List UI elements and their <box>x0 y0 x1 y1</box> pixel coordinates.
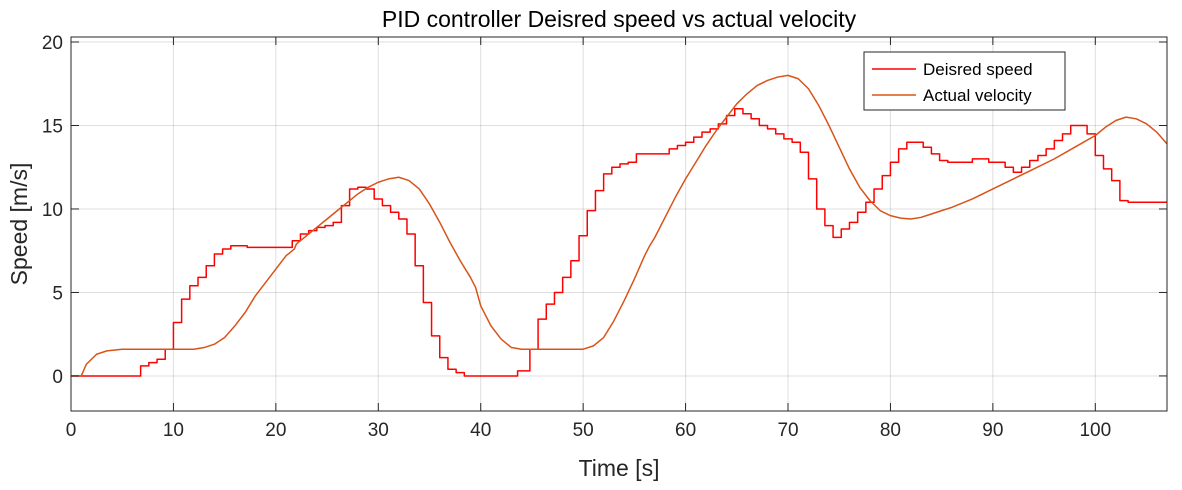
x-tick-label: 50 <box>573 420 594 441</box>
grid <box>70 37 1167 411</box>
y-tick-label: 0 <box>52 367 63 388</box>
series-line-desired-speed <box>71 108 1167 377</box>
ticks: 0 10 20 30 40 50 60 70 80 90 100 0 5 10 15 20 <box>42 33 1167 441</box>
y-tick-label: 10 <box>42 200 63 221</box>
x-tick-label: 60 <box>675 420 696 441</box>
legend-box <box>863 51 1066 111</box>
x-tick-label: 100 <box>1079 420 1111 441</box>
y-tick-label: 15 <box>42 116 63 137</box>
x-tick-label: 20 <box>265 420 286 441</box>
legend-label-desired: Deisred speed <box>923 60 1033 79</box>
plot-box <box>70 36 1168 412</box>
x-tick-label: 30 <box>368 420 389 441</box>
x-axis-label: Time [s] <box>579 455 660 481</box>
x-tick-label: 80 <box>880 420 901 441</box>
legend-label-actual: Actual velocity <box>923 86 1032 105</box>
x-tick-label: 40 <box>470 420 491 441</box>
x-tick-label: 70 <box>777 420 798 441</box>
x-tick-label: 0 <box>66 420 77 441</box>
y-axis-label: Speed [m/s] <box>6 163 32 286</box>
series-lines <box>71 74 1167 377</box>
y-tick-label: 5 <box>52 283 63 304</box>
legend: Deisred speed Actual velocity <box>863 51 1066 111</box>
chart-title: PID controller Deisred speed vs actual v… <box>382 6 857 32</box>
series-line-actual-velocity <box>71 74 1167 377</box>
x-tick-label: 90 <box>982 420 1003 441</box>
x-tick-label: 10 <box>163 420 184 441</box>
y-tick-label: 20 <box>42 33 63 54</box>
